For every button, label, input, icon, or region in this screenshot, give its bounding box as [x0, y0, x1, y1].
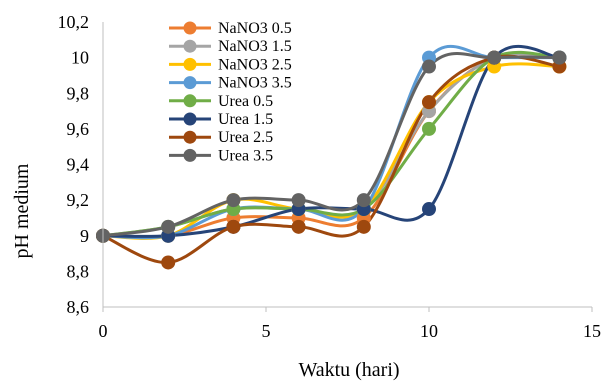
legend-swatch-marker	[183, 39, 197, 53]
legend-swatch-marker	[183, 148, 197, 162]
x-tick-labels: 0 5 10 15	[99, 307, 601, 341]
data-point	[552, 50, 567, 65]
legend-label: NaNO3 1.5	[218, 38, 292, 55]
y-tick-label: 9,6	[67, 119, 90, 139]
legend-swatch-marker	[183, 94, 197, 108]
legend-swatch-marker	[183, 130, 197, 144]
y-tick-label: 9	[80, 226, 89, 246]
data-point	[422, 121, 436, 136]
legend-item: NaNO3 0.5	[169, 20, 292, 37]
legend-item: Urea 3.5	[169, 147, 273, 164]
data-point	[356, 219, 371, 234]
legend-swatch-marker	[183, 57, 197, 71]
y-tick-labels: 8,6 8,8 9 9,2 9,4 9,6 9,8 10 10,2	[58, 12, 90, 317]
y-tick-label: 9,4	[67, 155, 90, 175]
series-line	[102, 54, 560, 264]
y-tick-label: 9,8	[67, 83, 90, 103]
data-point	[226, 219, 241, 234]
data-point	[226, 193, 241, 208]
data-point	[422, 95, 436, 110]
x-tick-label: 5	[262, 321, 271, 341]
data-point	[161, 219, 176, 234]
legend-item: Urea 1.5	[169, 111, 273, 128]
data-point	[291, 193, 306, 208]
series-line	[102, 62, 560, 240]
legend-item: Urea 0.5	[169, 93, 273, 110]
x-tick-label: 15	[583, 321, 601, 341]
data-point	[422, 202, 436, 217]
legend-label: Urea 1.5	[218, 111, 273, 128]
legend-label: NaNO3 2.5	[218, 56, 292, 73]
data-point	[161, 255, 176, 270]
y-tick-label: 10,2	[58, 12, 90, 32]
y-tick-label: 9,2	[67, 190, 90, 210]
data-point	[487, 50, 502, 65]
series-line	[102, 44, 560, 240]
x-tick-label: 10	[420, 321, 438, 341]
legend-label: Urea 0.5	[218, 93, 273, 110]
y-tick-label: 10	[71, 48, 89, 68]
legend-swatch-marker	[183, 112, 197, 126]
x-axis-title: Waktu (hari)	[298, 359, 399, 381]
data-point	[356, 193, 371, 208]
legend-swatch-marker	[183, 76, 197, 90]
legend-label: Urea 3.5	[218, 147, 273, 164]
legend-item: NaNO3 3.5	[169, 75, 292, 92]
legend-swatch-marker	[183, 21, 197, 35]
y-tick-label: 8,6	[67, 297, 90, 317]
series-line	[102, 52, 560, 238]
legend-label: NaNO3 3.5	[218, 75, 292, 92]
legend-item: NaNO3 2.5	[169, 56, 292, 73]
data-point	[422, 59, 436, 74]
legend-label: Urea 2.5	[218, 129, 273, 146]
legend-label: NaNO3 0.5	[218, 20, 292, 37]
legend-item: NaNO3 1.5	[169, 38, 292, 55]
data-point	[291, 219, 306, 234]
legend-item: Urea 2.5	[169, 129, 273, 146]
y-tick-label: 8,8	[67, 261, 90, 281]
y-axis-title: pH medium	[11, 163, 33, 258]
plot-lines	[102, 44, 560, 264]
x-tick-label: 0	[99, 321, 108, 341]
plot-markers	[96, 50, 567, 270]
